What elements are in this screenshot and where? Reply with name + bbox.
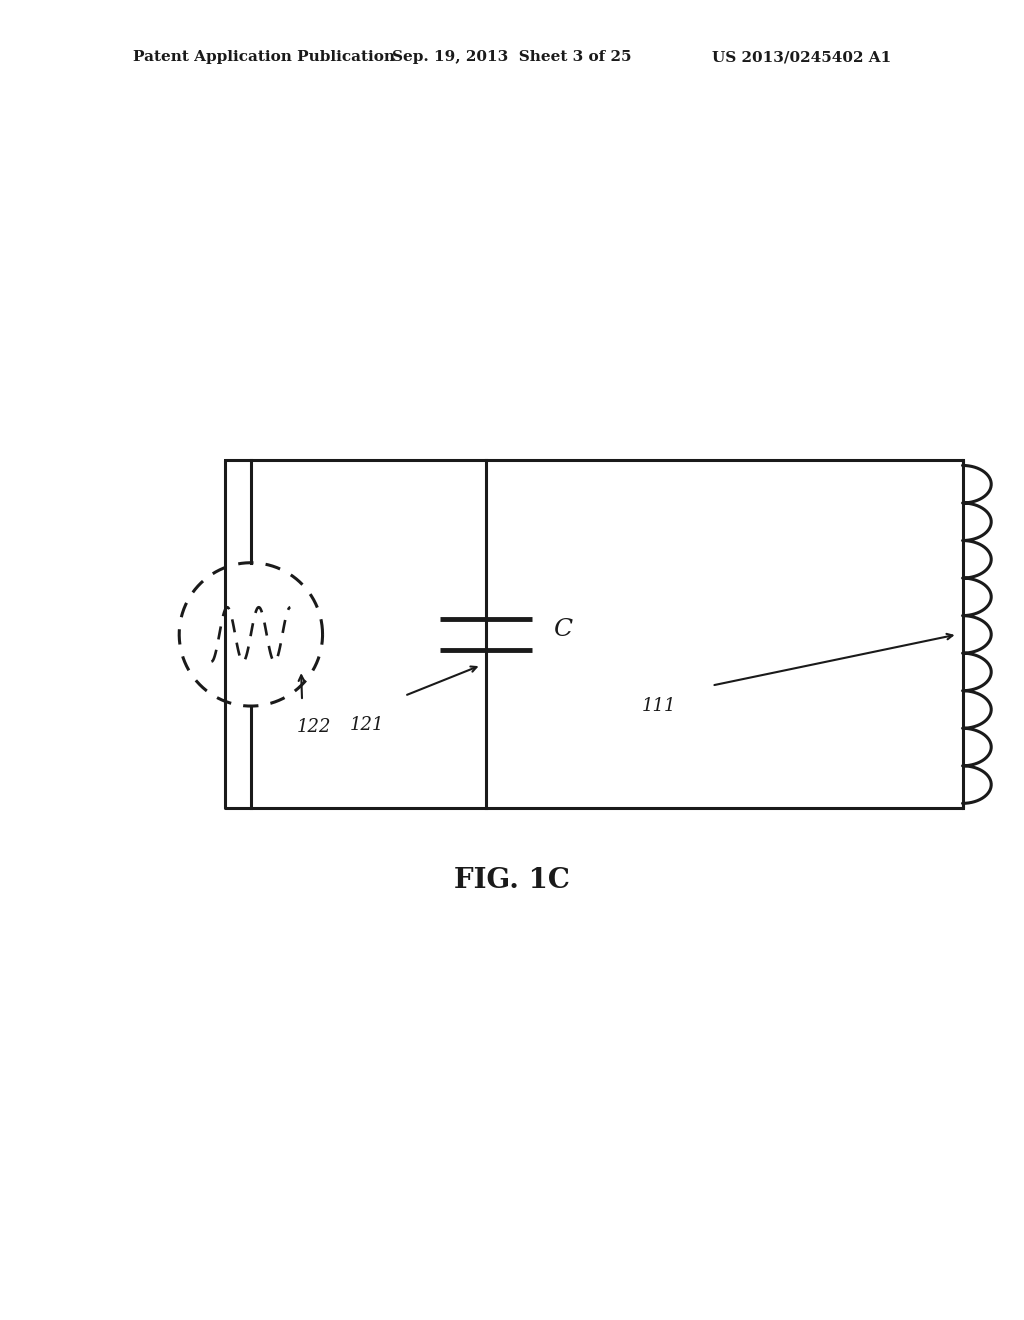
- Text: Sep. 19, 2013  Sheet 3 of 25: Sep. 19, 2013 Sheet 3 of 25: [392, 50, 632, 65]
- Text: 122: 122: [297, 718, 332, 737]
- Text: US 2013/0245402 A1: US 2013/0245402 A1: [712, 50, 891, 65]
- Text: C: C: [553, 618, 572, 640]
- Text: Patent Application Publication: Patent Application Publication: [133, 50, 395, 65]
- Text: FIG. 1C: FIG. 1C: [454, 867, 570, 894]
- Text: 111: 111: [641, 697, 676, 715]
- Text: 121: 121: [349, 717, 384, 734]
